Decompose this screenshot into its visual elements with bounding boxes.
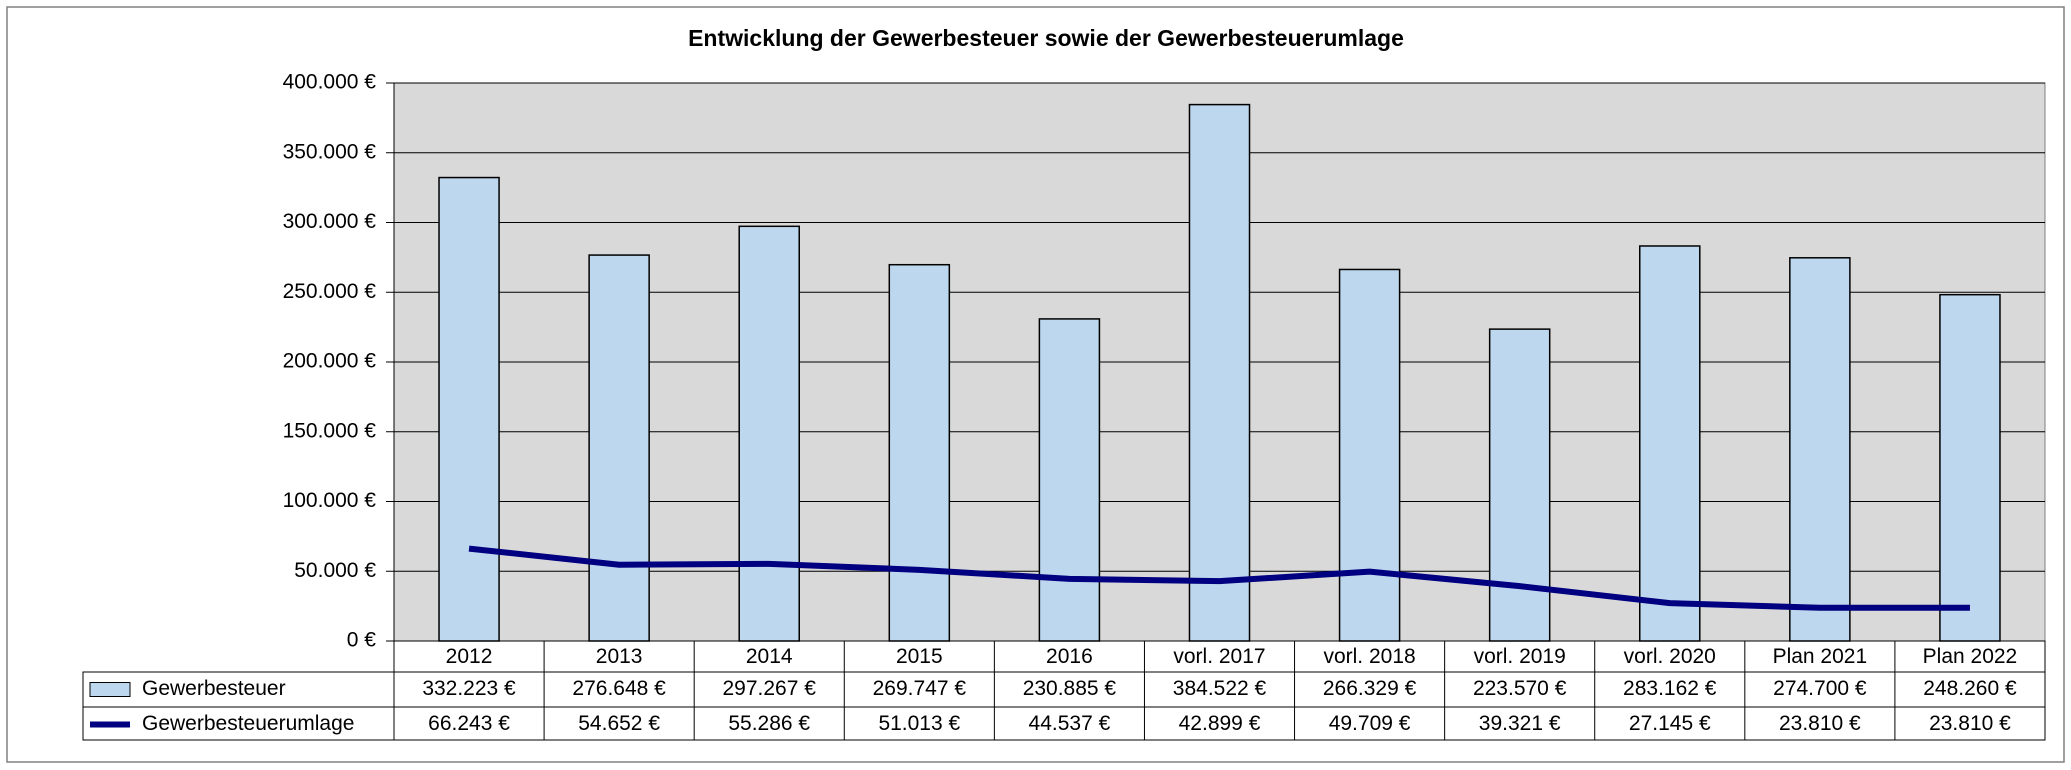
table-value: 274.700 € (1773, 677, 1867, 700)
y-tick-label: 250.000 € (283, 280, 377, 303)
table-value: 276.648 € (572, 677, 666, 700)
legend-label: Gewerbesteuer (142, 677, 286, 700)
x-tick-label: 2016 (1046, 645, 1093, 668)
bar (888, 263, 951, 642)
table-value: 332.223 € (422, 677, 516, 700)
table-value: 42.899 € (1179, 712, 1261, 735)
bar (1038, 318, 1101, 642)
table-value: 223.570 € (1473, 677, 1567, 700)
table-value: 297.267 € (723, 677, 817, 700)
y-tick-label: 300.000 € (283, 210, 377, 233)
table-value: 49.709 € (1329, 712, 1411, 735)
x-tick-label: vorl. 2017 (1173, 645, 1265, 668)
legend-swatch (89, 682, 131, 697)
x-tick-label: 2012 (446, 645, 493, 668)
bar (1338, 268, 1401, 642)
table-value: 66.243 € (428, 712, 510, 735)
table-value: 248.260 € (1923, 677, 2017, 700)
y-tick-label: 200.000 € (283, 350, 377, 373)
x-tick-label: vorl. 2018 (1323, 645, 1415, 668)
y-tick-label: 100.000 € (283, 489, 377, 512)
y-tick-label: 50.000 € (294, 559, 376, 582)
bar (1188, 103, 1251, 642)
table-value: 55.286 € (728, 712, 810, 735)
x-tick-label: vorl. 2020 (1624, 645, 1716, 668)
table-value: 54.652 € (578, 712, 660, 735)
table-value: 283.162 € (1623, 677, 1717, 700)
table-value: 39.321 € (1479, 712, 1561, 735)
bar (1789, 257, 1851, 642)
bar (438, 176, 500, 642)
y-tick-label: 150.000 € (283, 419, 377, 442)
y-tick-label: 0 € (347, 629, 377, 652)
table-value: 23.810 € (1929, 712, 2011, 735)
table-body (82, 671, 2046, 741)
bar (1939, 293, 2001, 642)
x-tick-label: 2013 (596, 645, 643, 668)
table-value: 269.747 € (873, 677, 967, 700)
x-tick-label: 2015 (896, 645, 943, 668)
chart-title: Entwicklung der Gewerbesteuer sowie der … (688, 25, 1404, 51)
y-tick-label: 400.000 € (283, 71, 377, 94)
x-tick-label: Plan 2021 (1773, 645, 1868, 668)
bar (1639, 245, 1701, 642)
table-value: 27.145 € (1629, 712, 1711, 735)
table-value: 51.013 € (878, 712, 960, 735)
bar (1488, 328, 1551, 642)
table-value: 23.810 € (1779, 712, 1861, 735)
table-value: 384.522 € (1173, 677, 1267, 700)
x-tick-label: vorl. 2019 (1474, 645, 1566, 668)
line (468, 545, 1970, 611)
table-value: 230.885 € (1023, 677, 1117, 700)
y-tick-label: 350.000 € (283, 140, 377, 163)
bar (738, 225, 800, 642)
table-value: 44.537 € (1029, 712, 1111, 735)
legend-label: Gewerbesteuerumlage (142, 712, 354, 735)
x-tick-label: 2014 (746, 645, 793, 668)
x-tick-label: Plan 2022 (1923, 645, 2018, 668)
bar (588, 254, 650, 642)
table-value: 266.329 € (1323, 677, 1417, 700)
